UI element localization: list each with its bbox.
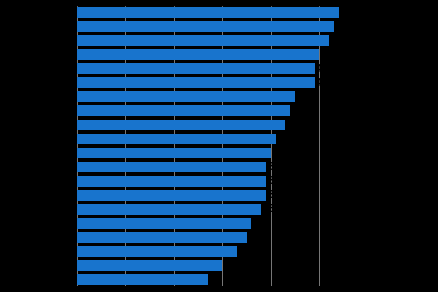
Text: 39: 39 <box>268 162 280 172</box>
Bar <box>77 274 208 285</box>
Bar <box>77 147 271 159</box>
Bar <box>77 204 261 215</box>
Text: 44: 44 <box>292 106 304 116</box>
Text: 45: 45 <box>297 92 309 102</box>
Bar <box>77 91 295 102</box>
Text: 27: 27 <box>209 274 222 284</box>
Text: 52: 52 <box>331 36 343 46</box>
Bar <box>77 49 319 60</box>
Text: 36: 36 <box>253 218 265 228</box>
Bar <box>77 260 223 271</box>
Text: 49: 49 <box>316 64 328 74</box>
Bar <box>77 175 266 187</box>
Text: 35: 35 <box>248 232 261 242</box>
Text: 49: 49 <box>316 78 328 88</box>
Text: 39: 39 <box>268 176 280 186</box>
Bar <box>77 161 266 173</box>
Text: 43: 43 <box>287 120 299 130</box>
Text: 39: 39 <box>268 190 280 200</box>
Bar <box>77 119 286 131</box>
Bar <box>77 21 334 32</box>
Bar <box>77 7 339 18</box>
Text: 54: 54 <box>340 8 353 18</box>
Text: 38: 38 <box>262 204 275 214</box>
Text: 50: 50 <box>321 50 333 60</box>
Bar <box>77 232 247 243</box>
Bar <box>77 133 276 145</box>
Bar <box>77 63 314 74</box>
Bar <box>77 77 314 88</box>
Text: 30: 30 <box>224 260 236 270</box>
Bar <box>77 190 266 201</box>
Bar <box>77 246 237 257</box>
Bar <box>77 218 251 229</box>
Text: 40: 40 <box>272 148 285 158</box>
Bar <box>77 35 329 46</box>
Bar <box>77 105 290 117</box>
Text: 41: 41 <box>277 134 290 144</box>
Text: 33: 33 <box>238 246 251 256</box>
Text: 53: 53 <box>336 22 348 32</box>
